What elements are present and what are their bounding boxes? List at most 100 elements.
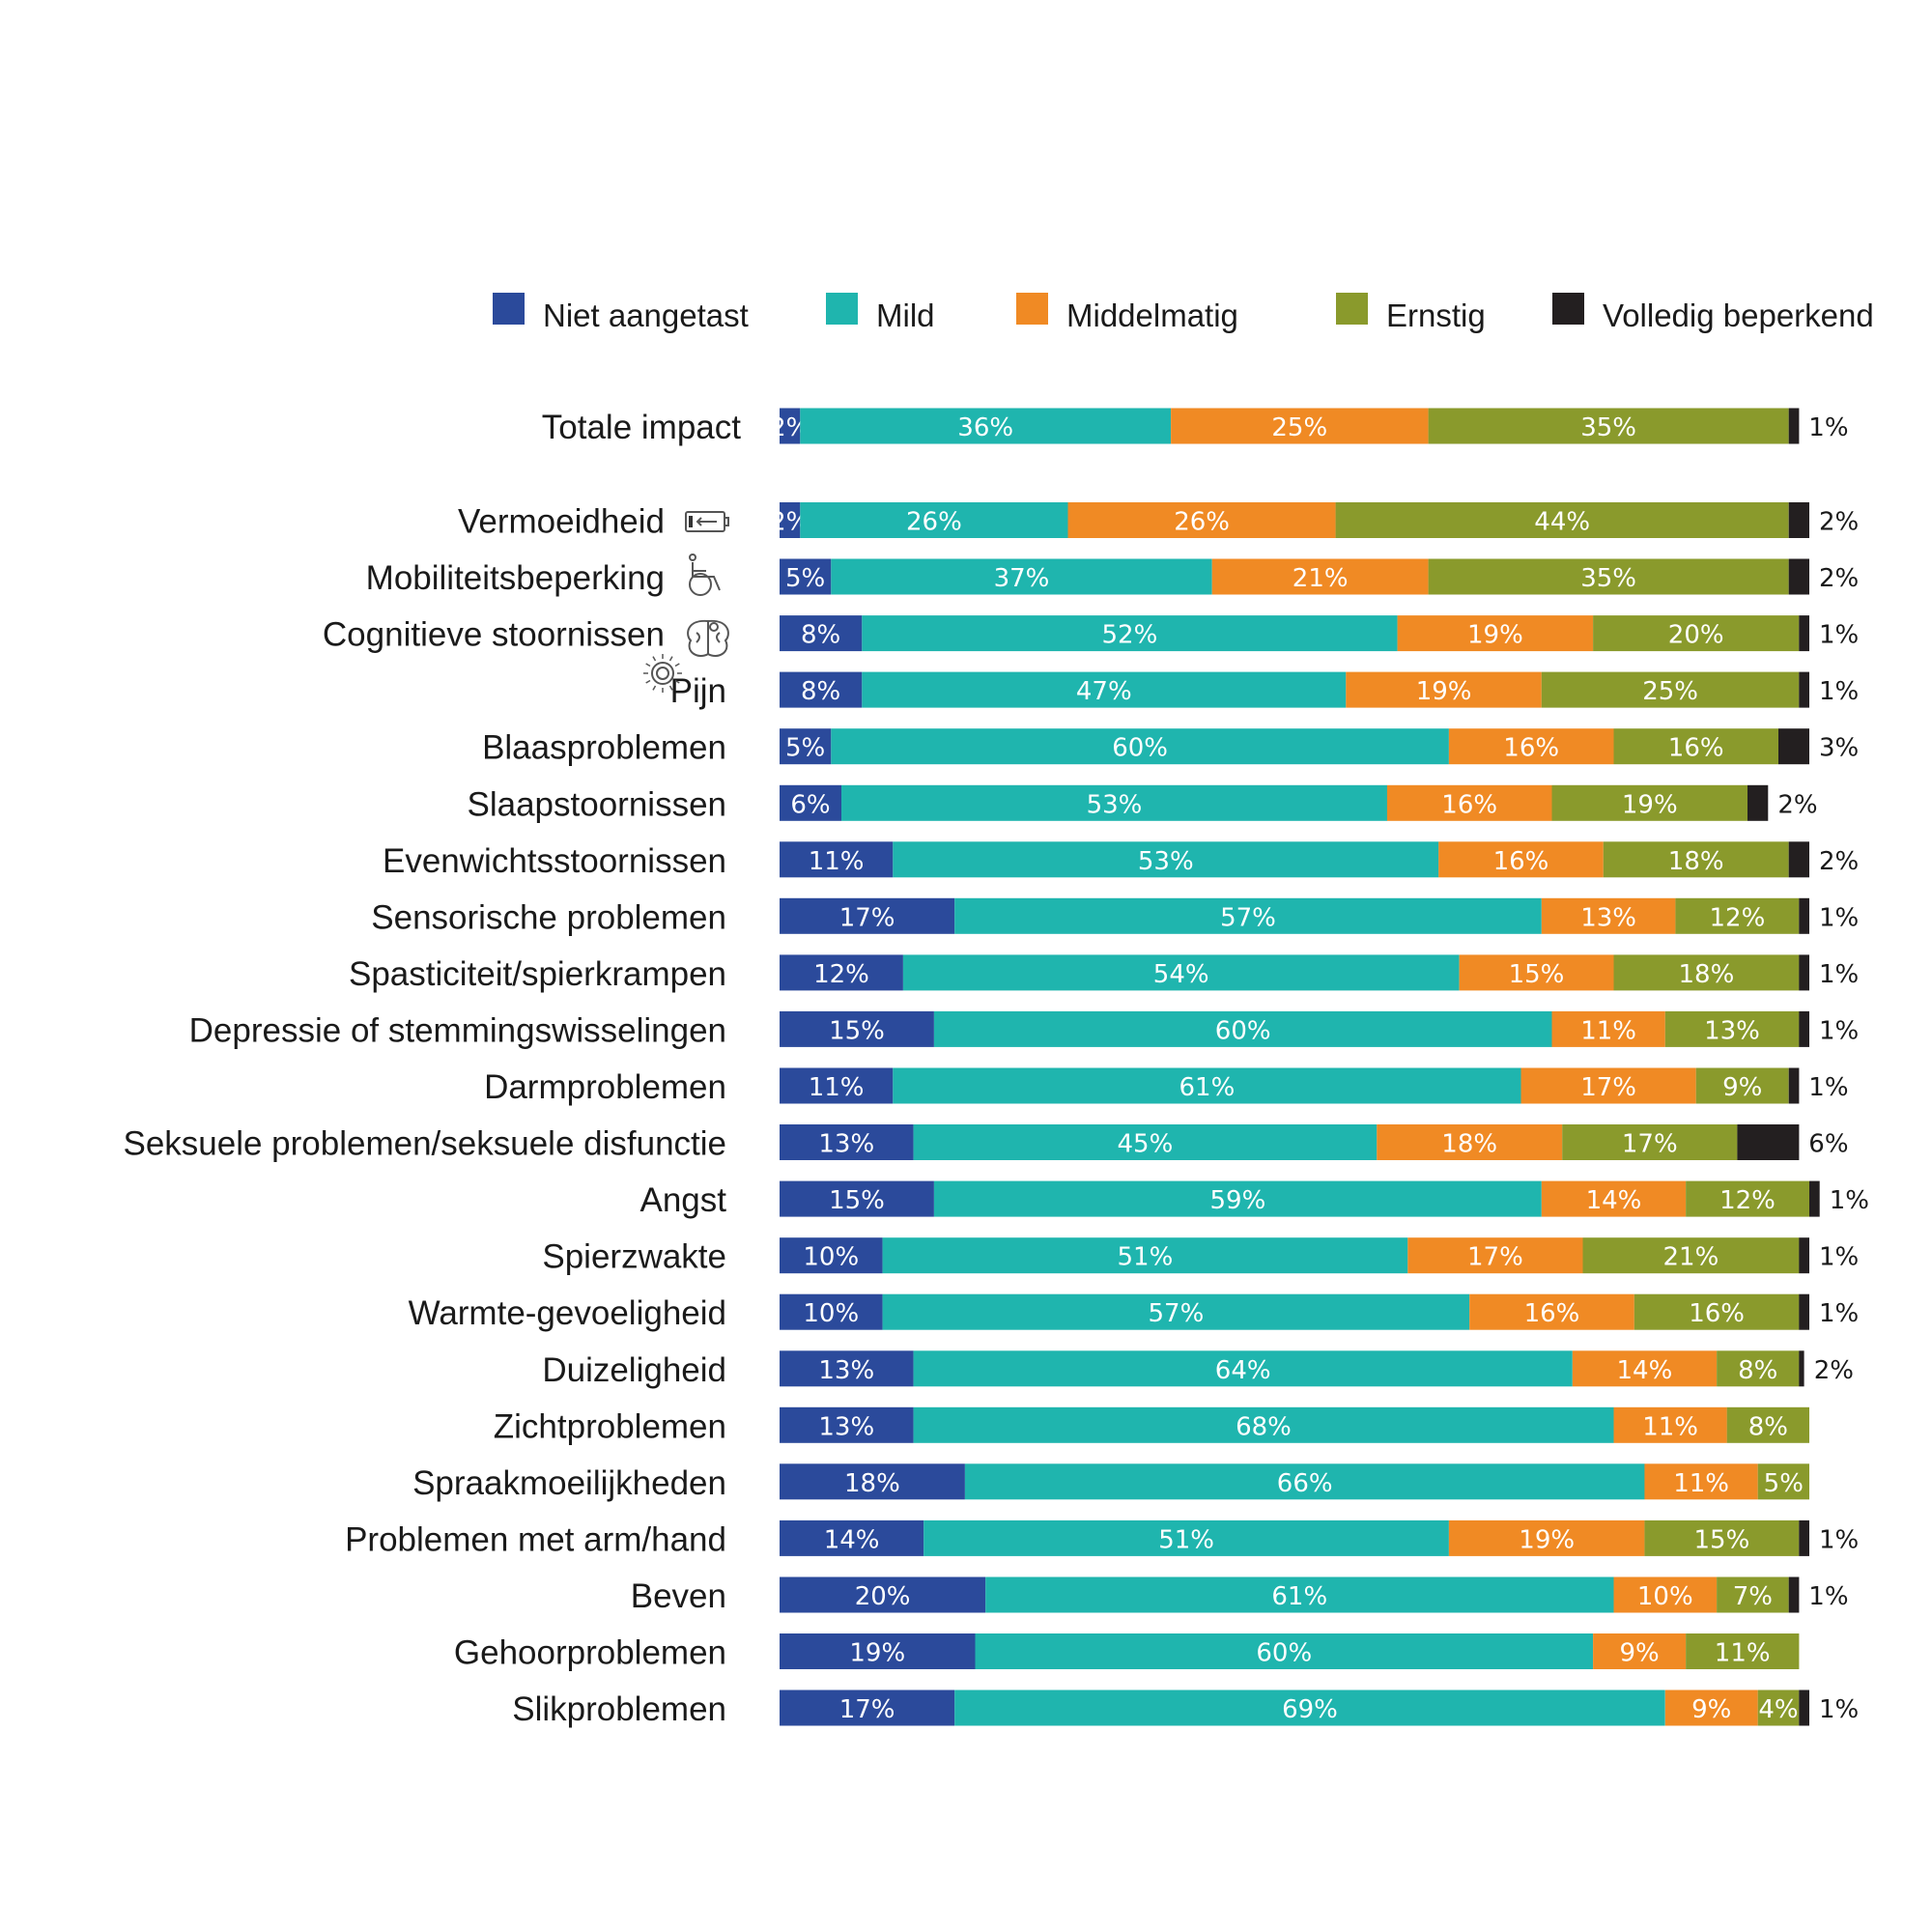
data-label: 64%: [1215, 1356, 1271, 1385]
bar-segment-ernstig: [1717, 1576, 1789, 1613]
data-label: 10%: [803, 1243, 859, 1272]
bar-segment-mild: [831, 728, 1449, 765]
bar-segment-niet-aangetast: [780, 728, 832, 765]
legend-label: Volledig beperkend: [1603, 298, 1874, 333]
bar-row-darmproblemen: Darmproblemen 11% 61% 17% 9% 1%: [484, 1067, 1849, 1106]
data-label: 53%: [1087, 790, 1143, 819]
bar-segment-ernstig: [1664, 1010, 1800, 1047]
data-label: 15%: [829, 1016, 885, 1045]
data-label: 13%: [818, 1412, 874, 1441]
bar-segment-mild: [913, 1406, 1614, 1443]
bar-segment-volledig-beperkend: [1799, 671, 1809, 708]
category-label: Mobiliteitsbeperking: [366, 559, 665, 597]
legend-swatch: [1336, 293, 1368, 325]
bar-segment-niet-aangetast: [780, 615, 863, 652]
bar-segment-volledig-beperkend: [1788, 558, 1809, 595]
data-label: 16%: [1689, 1299, 1745, 1328]
data-label: 25%: [1642, 677, 1698, 706]
legend-label: Niet aangetast: [543, 298, 749, 333]
data-label: 21%: [1663, 1243, 1719, 1272]
data-label: 16%: [1493, 847, 1549, 876]
bar-segment-ernstig: [1644, 1519, 1800, 1556]
data-label: 51%: [1158, 1525, 1214, 1554]
data-label: 9%: [1619, 1639, 1659, 1668]
bar-segment-mild: [893, 1067, 1521, 1104]
data-label-volledig-beperkend: 1%: [1819, 621, 1859, 650]
bar-segment-mild: [800, 408, 1172, 444]
bar-segment-mild: [882, 1237, 1408, 1274]
legend-swatch: [1552, 293, 1584, 325]
data-label: 17%: [839, 903, 895, 932]
data-label: 60%: [1215, 1016, 1271, 1045]
data-label: 12%: [1719, 1186, 1776, 1215]
bar-segment-niet-aangetast: [780, 1293, 883, 1330]
bar-row-cognitieve-stoornissen: Cognitieve stoornissen 8% 52% 19% 20% 1%: [323, 615, 1859, 658]
data-label: 7%: [1733, 1582, 1773, 1611]
bar-row-totale-impact: Totale impact 2% 36% 25% 35% 1%: [542, 408, 1849, 446]
data-label: 13%: [1580, 903, 1636, 932]
brain-icon: [687, 619, 729, 658]
bar-segment-ernstig: [1335, 502, 1789, 538]
bar-segment-middelmatig: [1551, 1010, 1665, 1047]
data-label: 61%: [1271, 1582, 1327, 1611]
category-label: Darmproblemen: [484, 1068, 726, 1106]
data-label: 17%: [1622, 1130, 1678, 1159]
data-label: 57%: [1149, 1299, 1205, 1328]
data-label: 14%: [1586, 1186, 1642, 1215]
data-label: 8%: [1738, 1356, 1777, 1385]
bar-row-zichtproblemen: Zichtproblemen 13% 68% 11% 8%: [494, 1406, 1809, 1445]
data-label: 12%: [1710, 903, 1766, 932]
legend-item-mild: Mild: [826, 293, 935, 333]
bar-segment-ernstig: [1551, 784, 1747, 821]
bar-segment-niet-aangetast: [780, 1519, 924, 1556]
bar-segment-niet-aangetast: [780, 954, 903, 991]
data-label-volledig-beperkend: 2%: [1819, 564, 1859, 593]
bar-segment-mild: [800, 502, 1068, 538]
data-label: 15%: [1509, 960, 1565, 989]
bar-segment-volledig-beperkend: [1737, 1124, 1800, 1160]
bar-segment-middelmatig: [1346, 671, 1542, 708]
bar-segment-middelmatig: [1377, 1124, 1563, 1160]
bar-segment-volledig-beperkend: [1799, 954, 1809, 991]
legend-label: Ernstig: [1386, 298, 1486, 333]
data-label: 25%: [1271, 413, 1327, 442]
data-label: 11%: [1580, 1016, 1636, 1045]
bar-segment-middelmatig: [1469, 1293, 1634, 1330]
legend-label: Middelmatig: [1066, 298, 1238, 333]
legend-item-ernstig: Ernstig: [1336, 293, 1486, 333]
bar-row-seksuele-problemen-seksuele-disfunctie: Seksuele problemen/seksuele disfunctie 13…: [123, 1124, 1849, 1163]
bar-segment-niet-aangetast: [780, 1633, 976, 1669]
data-label: 45%: [1118, 1130, 1174, 1159]
data-label: 12%: [813, 960, 869, 989]
bar-segment-niet-aangetast: [780, 558, 832, 595]
data-label: 68%: [1236, 1412, 1292, 1441]
data-label: 52%: [1102, 621, 1158, 650]
bar-segment-volledig-beperkend: [1799, 1237, 1809, 1274]
data-label: 11%: [809, 847, 865, 876]
data-label: 10%: [1637, 1582, 1693, 1611]
bar-segment-mild: [923, 1519, 1449, 1556]
bar-segment-middelmatig: [1459, 954, 1614, 991]
data-label: 19%: [1519, 1525, 1575, 1554]
data-label: 18%: [1668, 847, 1724, 876]
data-label: 17%: [839, 1695, 895, 1724]
data-label: 11%: [1715, 1639, 1771, 1668]
category-label: Slikproblemen: [512, 1690, 726, 1728]
bar-segment-niet-aangetast: [780, 841, 894, 878]
bar-segment-niet-aangetast: [780, 671, 863, 708]
bar-segment-middelmatig: [1541, 1180, 1686, 1217]
bar-segment-niet-aangetast: [780, 1237, 883, 1274]
bar-segment-middelmatig: [1644, 1463, 1758, 1500]
data-label: 57%: [1220, 903, 1276, 932]
bar-segment-niet-aangetast: [780, 1576, 986, 1613]
data-label: 4%: [1758, 1695, 1798, 1724]
category-label: Seksuele problemen/seksuele disfunctie: [123, 1125, 726, 1163]
battery-low-icon: [685, 511, 729, 532]
bar-segment-ernstig: [1613, 954, 1800, 991]
category-label: Totale impact: [542, 409, 741, 446]
bar-segment-middelmatig: [1448, 728, 1614, 765]
category-label: Warmte-gevoeligheid: [409, 1294, 726, 1332]
data-label: 13%: [818, 1356, 874, 1385]
data-label: 35%: [1580, 413, 1636, 442]
data-label: 9%: [1691, 1695, 1731, 1724]
